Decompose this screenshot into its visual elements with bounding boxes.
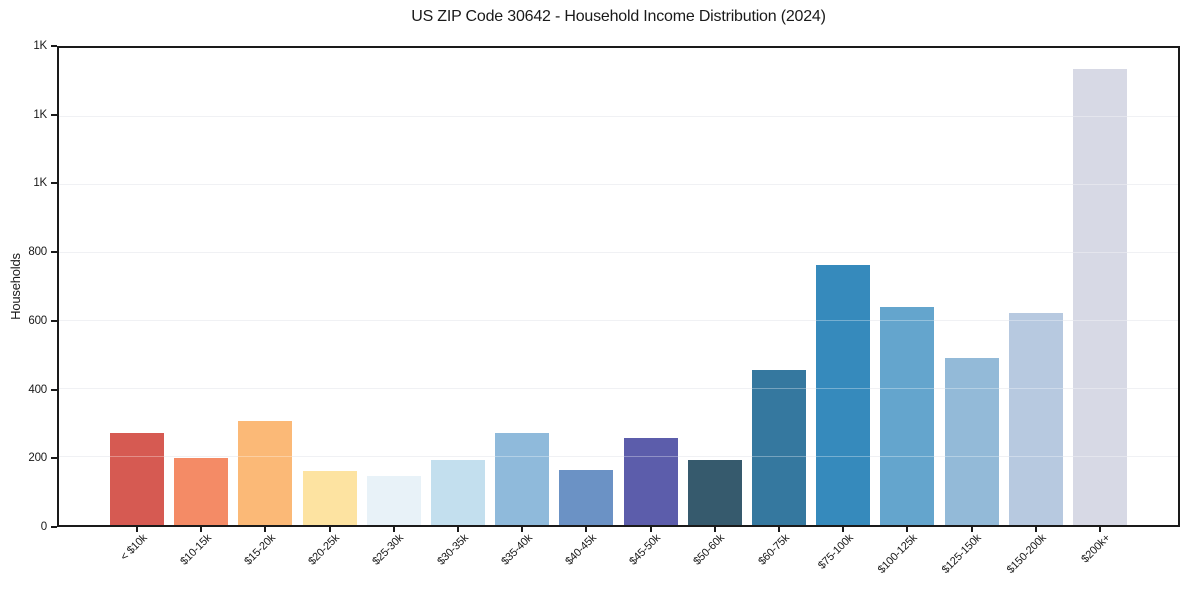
x-tick [777,527,780,532]
y-tick-label: 200 [28,452,47,465]
bar-20-25k [302,470,357,525]
y-tick-label: 1K [33,108,47,121]
x-tick-label: $35-40k [499,532,535,568]
x-tick-label: $150-200k [1004,532,1049,576]
chart-title: US ZIP Code 30642 - Household Income Dis… [411,8,826,25]
x-tick [842,527,845,532]
x-tick-label: $20-25k [306,532,343,568]
bar-10-15k [174,457,229,525]
x-tick-label: $45-50k [627,532,664,568]
gridline-overlay [59,183,1178,185]
bar-125-150k [944,358,999,525]
x-tick-label: $50-60k [691,532,728,568]
bar-50-60k [687,459,742,525]
bar-200k [1072,69,1127,525]
gridline [59,320,1178,322]
x-tick-label: $25-30k [370,532,407,568]
bar-150-200k [1008,313,1063,525]
x-tick [264,527,267,532]
x-tick-label: $30-35k [434,532,471,568]
x-tick-label: $100-125k [875,532,920,576]
gridline-overlay [59,251,1178,253]
x-tick [970,527,973,532]
y-tick-label: 800 [28,246,47,259]
gridline-overlay [59,320,1178,322]
gridline [59,183,1178,185]
y-tick [51,45,57,47]
bar-25-30k [366,475,421,525]
x-tick-label: $75-100k [815,532,856,572]
x-tick [713,527,716,532]
y-tick-label: 400 [28,383,47,396]
bar-40-45k [559,470,614,525]
x-tick [1034,527,1037,532]
bar-75-100k [816,265,871,525]
gridline-overlay [59,456,1178,458]
y-tick-label: 1K [33,40,47,52]
x-tick-label: $200k+ [1079,532,1113,566]
bar-15-20k [238,420,293,525]
x-tick [328,527,331,532]
x-tick [521,527,524,532]
y-tick [51,388,57,391]
x-tick [906,527,909,532]
gridline [59,115,1178,117]
x-tick-label: $125-150k [940,532,985,576]
plot-area [57,46,1180,527]
y-tick [51,113,57,116]
y-tick [51,251,57,254]
gridline-overlay [59,115,1178,117]
gridline [59,456,1178,458]
gridline [59,388,1178,390]
bar-10k [110,433,165,525]
y-tick-label: 600 [28,314,47,327]
y-tick-label: 1K [33,177,47,190]
x-tick [392,527,395,532]
gridline [59,251,1178,253]
x-tick [136,527,139,532]
x-tick [457,527,460,532]
gridline-overlay [59,388,1178,390]
x-tick-label: $40-45k [563,532,599,568]
x-tick-label: $10-15k [178,532,214,568]
x-tick-label: $15-20k [242,532,278,568]
bar-100-125k [880,306,935,525]
bar-45-50k [623,438,678,525]
x-tick [200,527,203,532]
x-tick [649,527,652,532]
bar-60-75k [751,370,806,525]
x-tick [585,527,588,532]
y-tick [51,319,57,322]
y-tick [51,182,57,185]
y-tick-label: 0 [40,521,47,533]
y-tick [51,457,57,460]
x-tick [1098,527,1101,532]
y-axis-label: Households [7,253,23,320]
y-tick [51,526,57,528]
x-tick-label: < $10k [118,532,150,564]
x-tick-label: $60-75k [755,532,792,568]
bar-35-40k [495,433,550,525]
bar-30-35k [431,459,486,525]
